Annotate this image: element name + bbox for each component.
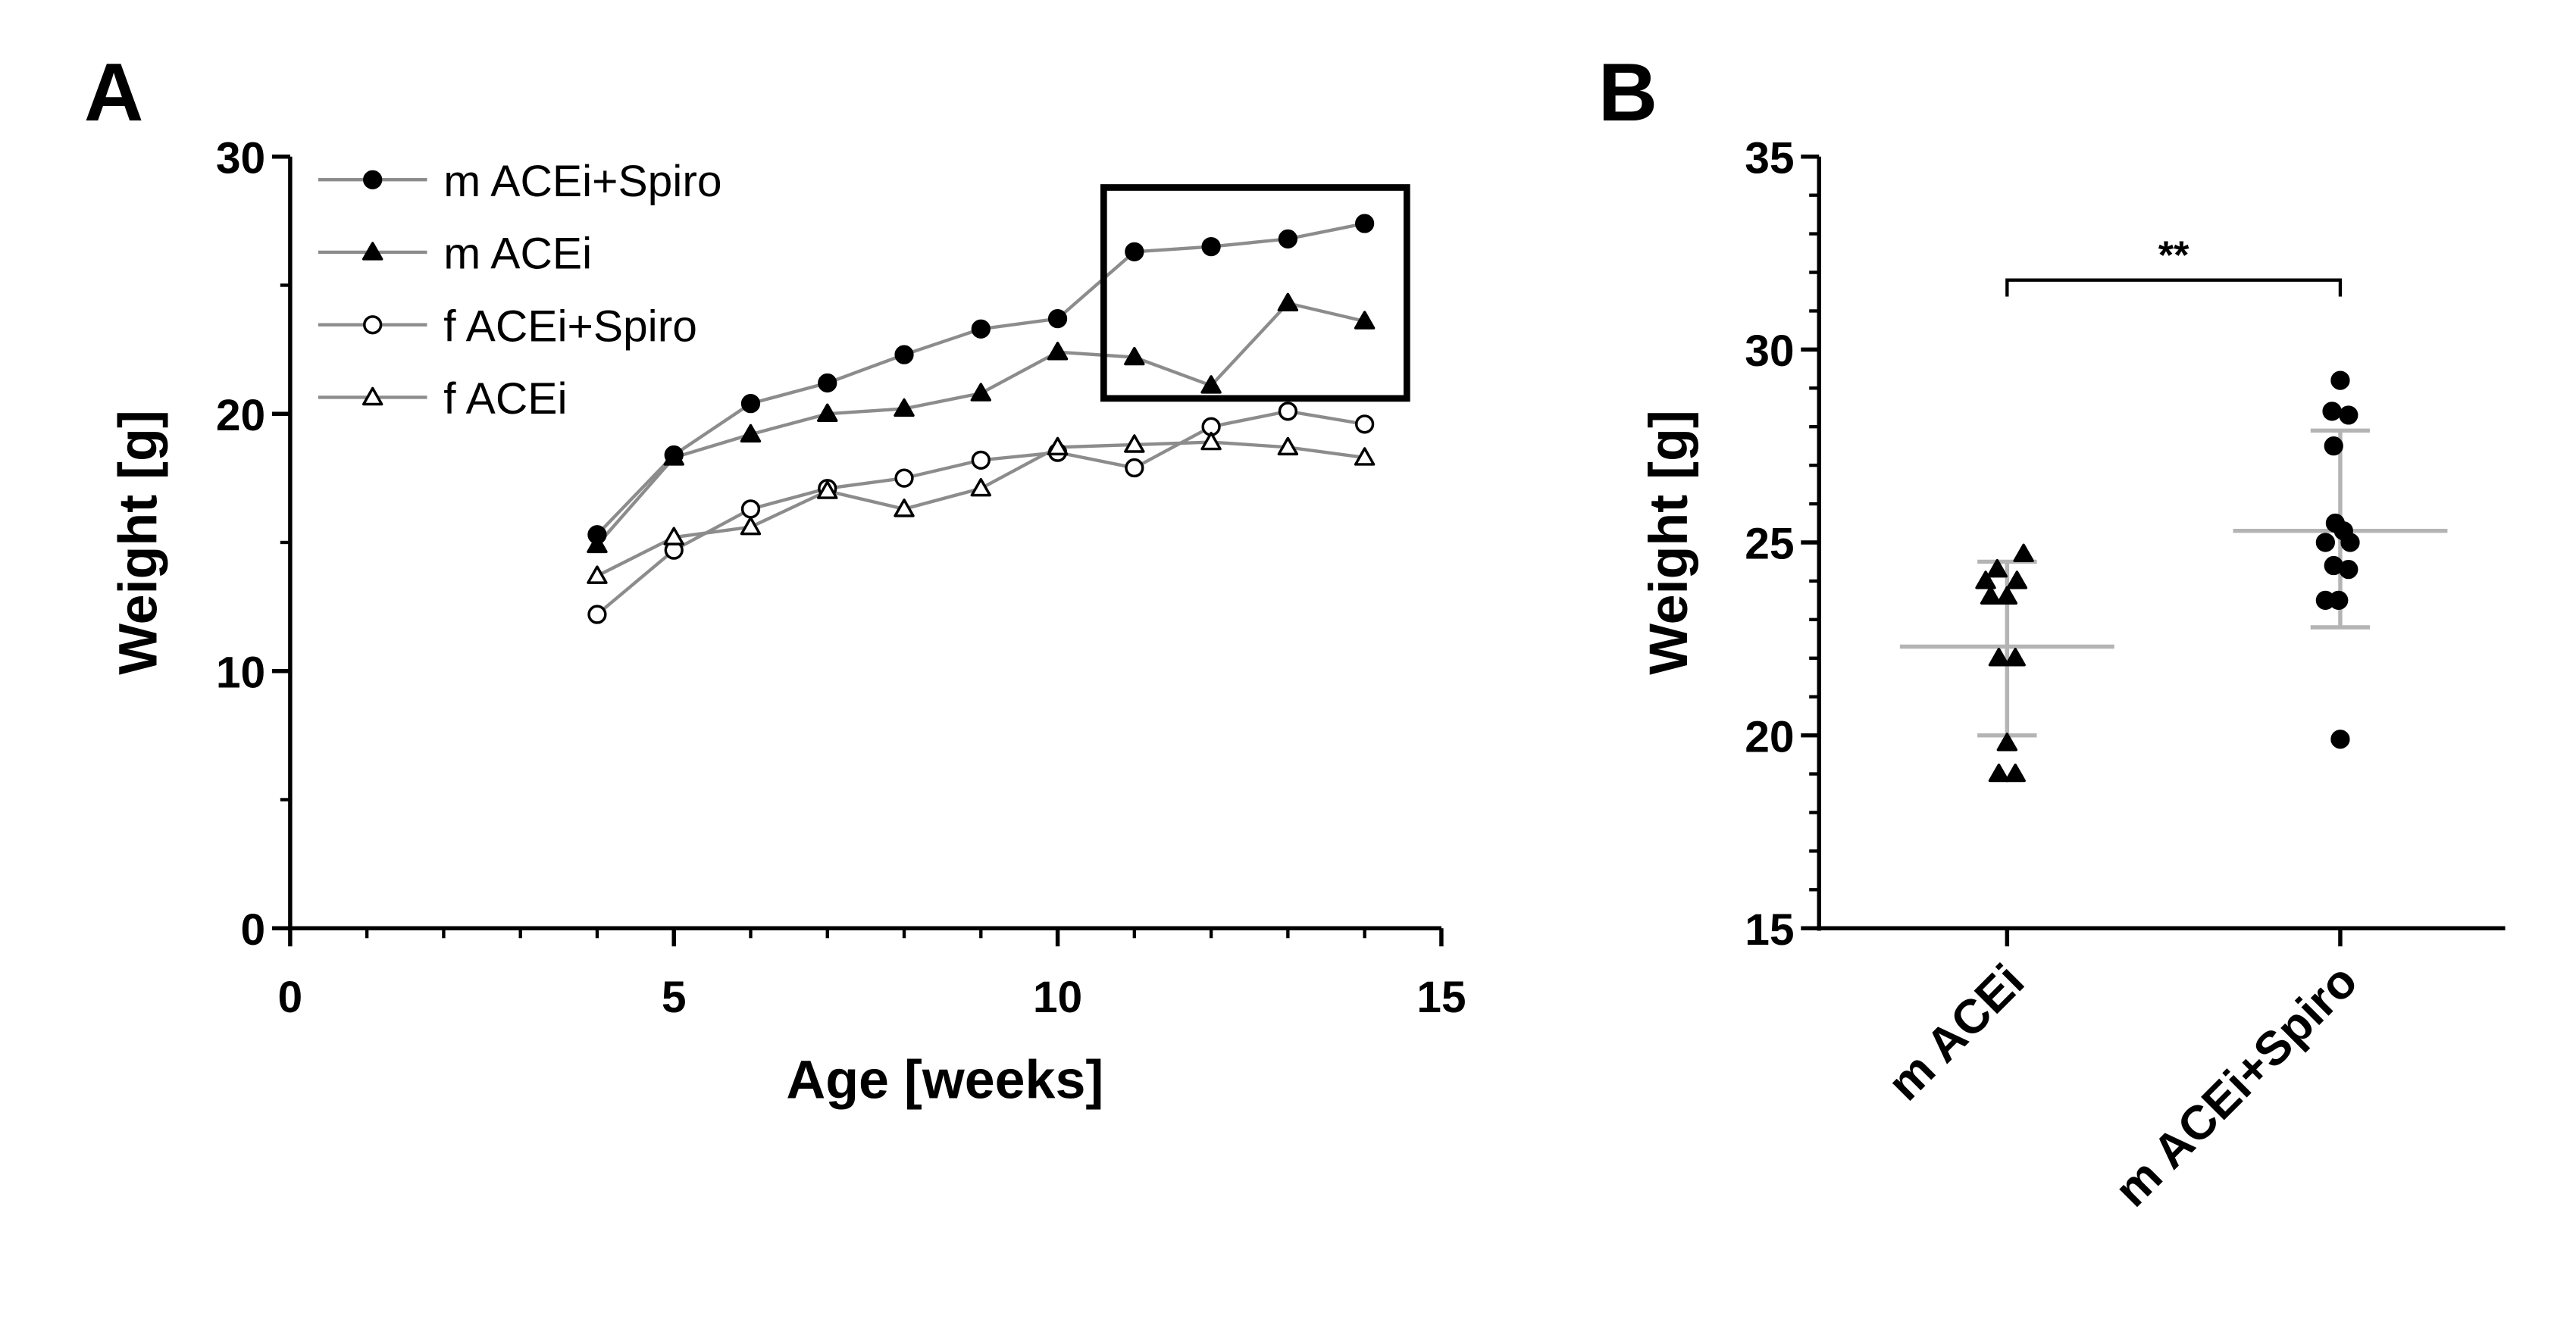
y-tick-label-a: 0 bbox=[241, 905, 266, 955]
y-tick-label-b: 30 bbox=[1745, 327, 1794, 376]
data-point-b-0 bbox=[1988, 648, 2010, 667]
category-label-b: m ACEi+Spiro bbox=[2105, 955, 2368, 1217]
data-point-a-0 bbox=[1278, 229, 1297, 249]
data-point-a-3 bbox=[1354, 447, 1376, 466]
figure-root: A 0 5 10 15 0 10 20 30 Age [weeks] Weight [g] m ACE… bbox=[84, 46, 2506, 1217]
data-point-a-1 bbox=[1047, 342, 1069, 361]
x-tick-label-a: 0 bbox=[278, 973, 303, 1022]
significance-bracket-b bbox=[2005, 278, 2343, 297]
data-point-a-1 bbox=[740, 424, 762, 443]
data-point-a-3 bbox=[1124, 434, 1145, 453]
y-axis-title-b: Weight [g] bbox=[1639, 410, 1699, 675]
series-line-a-1 bbox=[596, 301, 1366, 546]
data-point-a-1 bbox=[970, 383, 991, 402]
data-point-a-3 bbox=[817, 480, 838, 499]
panel-label-b: B bbox=[1598, 46, 1658, 139]
data-point-a-2 bbox=[1355, 414, 1375, 434]
highlight-box-a bbox=[1100, 184, 1410, 402]
data-point-a-3 bbox=[1277, 436, 1299, 456]
data-point-b-0 bbox=[1986, 558, 2008, 578]
legend-marker-a-1 bbox=[362, 242, 383, 261]
legend-label-a-0: m ACEi+Spiro bbox=[443, 157, 721, 206]
data-point-b-1 bbox=[2330, 370, 2350, 390]
chart-panel-b: B 15 20 25 30 35 Weight [g] m ACEi m ACEi+Spiro *… bbox=[1598, 46, 2506, 1217]
data-point-a-3 bbox=[587, 565, 608, 584]
y-axis-title-a: Weight [g] bbox=[108, 410, 169, 675]
significance-label-b: ** bbox=[2158, 233, 2189, 277]
x-tick-label-a: 5 bbox=[662, 973, 687, 1022]
data-point-b-0 bbox=[2006, 570, 2028, 589]
data-point-a-0 bbox=[894, 345, 914, 364]
data-point-b-1 bbox=[2322, 402, 2342, 421]
data-point-b-0 bbox=[2005, 763, 2026, 783]
data-point-b-1 bbox=[2340, 533, 2360, 552]
data-point-a-2 bbox=[971, 450, 991, 470]
legend-label-a-3: f ACEi bbox=[443, 374, 567, 424]
data-point-b-0 bbox=[1996, 586, 2018, 605]
data-point-a-1 bbox=[817, 403, 838, 422]
data-point-b-1 bbox=[2330, 730, 2350, 749]
data-point-b-0 bbox=[2013, 543, 2034, 562]
data-point-a-0 bbox=[740, 394, 761, 414]
y-tick-label-b: 35 bbox=[1745, 134, 1794, 183]
data-point-a-1 bbox=[587, 534, 608, 554]
y-tick-label-a: 20 bbox=[216, 391, 265, 440]
category-label-b: m ACEi bbox=[1878, 955, 2035, 1111]
data-point-a-0 bbox=[1355, 214, 1375, 233]
data-point-b-0 bbox=[2005, 648, 2026, 667]
data-point-b-0 bbox=[1988, 763, 2010, 783]
chart-panel-a: A 0 5 10 15 0 10 20 30 Age [weeks] Weight [g] m ACE… bbox=[84, 46, 1466, 1111]
data-point-b-0 bbox=[1996, 733, 2018, 752]
data-point-a-1 bbox=[1277, 292, 1299, 311]
y-tick-label-a: 30 bbox=[216, 134, 265, 183]
y-tick-label-a: 10 bbox=[216, 648, 265, 697]
data-point-a-1 bbox=[1124, 346, 1145, 366]
y-tick-label-b: 25 bbox=[1745, 520, 1794, 569]
data-point-b-0 bbox=[1975, 570, 1996, 589]
x-axis-title-a: Age [weeks] bbox=[786, 1049, 1103, 1110]
data-point-a-3 bbox=[1047, 436, 1069, 456]
data-point-a-2 bbox=[1278, 402, 1297, 421]
data-point-b-1 bbox=[2339, 405, 2358, 425]
data-point-a-1 bbox=[1200, 375, 1222, 394]
data-point-a-0 bbox=[971, 319, 991, 339]
data-point-b-1 bbox=[2315, 533, 2335, 552]
data-point-a-3 bbox=[970, 477, 991, 497]
data-point-a-2 bbox=[1125, 458, 1144, 478]
legend-marker-a-2 bbox=[363, 315, 383, 335]
data-point-b-1 bbox=[2329, 590, 2349, 610]
legend-marker-a-0 bbox=[363, 170, 383, 189]
series-line-a-2 bbox=[596, 409, 1365, 616]
y-tick-label-b: 20 bbox=[1745, 712, 1794, 761]
data-point-a-3 bbox=[740, 516, 762, 536]
data-point-a-2 bbox=[894, 468, 914, 488]
data-point-a-3 bbox=[894, 499, 915, 517]
x-tick-label-a: 15 bbox=[1416, 973, 1466, 1022]
legend-label-a-1: m ACEi bbox=[443, 230, 592, 279]
legend-marker-a-3 bbox=[362, 386, 383, 406]
data-point-a-1 bbox=[1354, 311, 1376, 330]
data-point-a-3 bbox=[663, 527, 684, 545]
legend-a: m ACEi+Spiro m ACEi f ACEi+Spiro f ACEi bbox=[318, 157, 722, 424]
legend-label-a-2: f ACEi+Spiro bbox=[443, 302, 697, 351]
data-point-a-2 bbox=[740, 499, 761, 519]
data-point-a-0 bbox=[1047, 309, 1068, 329]
data-point-a-0 bbox=[1201, 236, 1221, 257]
data-point-b-1 bbox=[2324, 436, 2343, 456]
data-point-a-0 bbox=[1125, 242, 1144, 261]
data-point-a-2 bbox=[587, 605, 607, 624]
data-point-a-1 bbox=[663, 447, 684, 466]
data-point-a-0 bbox=[818, 373, 837, 393]
data-point-b-1 bbox=[2339, 560, 2358, 580]
data-point-b-0 bbox=[1980, 586, 2002, 605]
data-point-a-1 bbox=[894, 398, 915, 417]
x-tick-label-a: 10 bbox=[1033, 973, 1082, 1022]
panel-label-a: A bbox=[84, 46, 144, 139]
data-point-a-3 bbox=[1200, 431, 1222, 451]
y-tick-label-b: 15 bbox=[1745, 905, 1794, 955]
